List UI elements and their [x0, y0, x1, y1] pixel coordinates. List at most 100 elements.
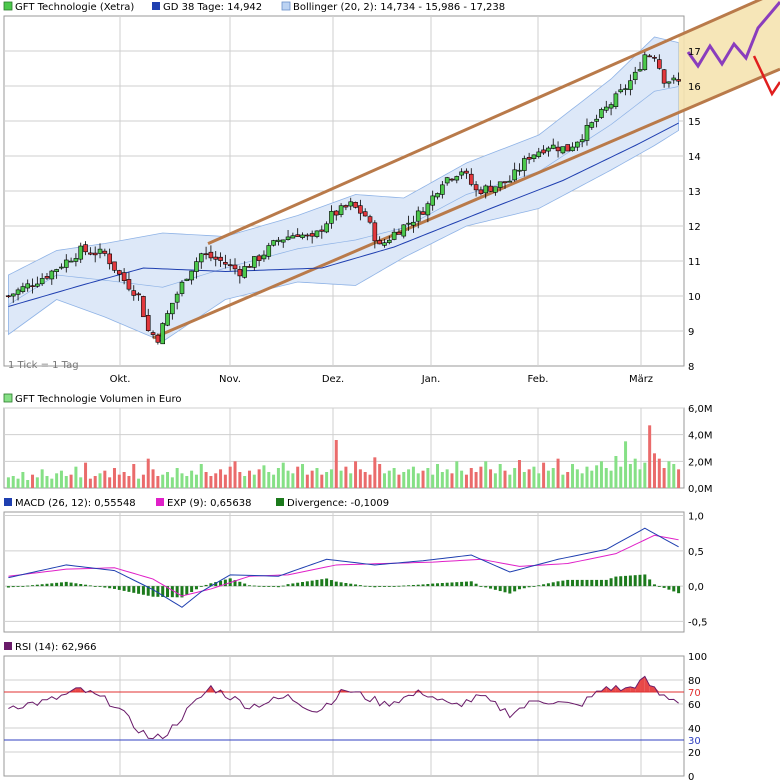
candle-body-38	[189, 270, 194, 281]
rsi-y-tick-20: 20	[688, 748, 701, 759]
volume-bar-99	[484, 461, 488, 488]
divergence-bar-17	[88, 585, 92, 587]
volume-bar-68	[334, 440, 338, 488]
volume-bar-16	[84, 462, 88, 488]
candle-body-50	[247, 266, 252, 268]
volume-bar-52	[257, 469, 261, 488]
candle-body-20	[102, 250, 108, 254]
volume-bar-44	[219, 469, 223, 488]
divergence-bar-28	[141, 586, 145, 595]
divergence-bar-27	[137, 586, 141, 594]
divergence-bar-35	[175, 586, 179, 598]
volume-bar-69	[339, 470, 343, 488]
candle-body-33	[165, 313, 170, 326]
divergence-bar-58	[286, 584, 290, 587]
candle-body-66	[324, 223, 329, 233]
rsi-y-tick-40: 40	[688, 724, 701, 735]
divergence-bar-139	[677, 586, 681, 594]
rsi-lines	[4, 675, 684, 741]
divergence-bar-102	[498, 586, 502, 592]
divergence-bar-111	[542, 584, 546, 587]
candle-body-55	[271, 240, 276, 246]
volume-bar-6	[35, 477, 39, 488]
candle-body-114	[555, 146, 561, 152]
signal-line	[8, 534, 679, 597]
volume-bar-132	[643, 462, 647, 488]
rsi-line	[8, 675, 679, 740]
volume-bar-36	[180, 473, 184, 488]
candle-body-100	[488, 185, 493, 192]
candle-body-35	[174, 293, 180, 303]
divergence-bar-0	[6, 586, 10, 588]
candle-body-53	[261, 254, 267, 260]
volume-bar-19	[98, 473, 102, 488]
candle-body-124	[603, 106, 609, 111]
candle-body-132	[642, 54, 648, 71]
volume-bar-94	[460, 470, 464, 488]
candle-body-36	[179, 281, 185, 294]
divergence-bar-108	[527, 586, 531, 588]
legend-sma: GD 38 Tage: 14,942	[163, 2, 262, 13]
volume-bar-82	[402, 472, 406, 488]
rsi-overbought-fill-131	[640, 676, 645, 692]
divergence-bar-113	[551, 582, 555, 587]
divergence-bar-91	[445, 582, 449, 587]
candle-body-108	[526, 156, 532, 160]
divergence-bar-93	[455, 582, 459, 587]
divergence-bar-10	[55, 582, 59, 587]
volume-bar-126	[614, 456, 618, 488]
divergence-bar-26	[132, 586, 136, 593]
candle-body-135	[657, 59, 662, 69]
volume-bar-111	[542, 462, 546, 488]
volume-bar-116	[566, 472, 570, 488]
volume-bar-71	[349, 473, 353, 488]
divergence-bar-16	[84, 584, 88, 587]
rsi-overbought-fill-128	[625, 686, 631, 692]
rsi-y-tick-80: 80	[688, 676, 701, 687]
volume-bar-67	[329, 469, 333, 488]
candle-body-79	[387, 239, 392, 243]
price-candles	[6, 51, 681, 345]
candle-body-5	[30, 285, 35, 288]
candle-body-6	[35, 283, 40, 287]
divergence-bar-29	[146, 586, 150, 596]
candle-body-90	[440, 184, 445, 195]
volume-bar-53	[262, 465, 266, 488]
volume-bar-72	[354, 461, 358, 488]
volume-bar-20	[103, 470, 107, 488]
candle-body-110	[536, 151, 542, 157]
candle-body-130	[632, 71, 638, 80]
divergence-bar-2	[16, 586, 20, 587]
volume-bar-110	[537, 473, 541, 488]
volume-bar-42	[209, 476, 213, 488]
volume-bar-15	[79, 477, 83, 488]
divergence-bar-33	[166, 586, 170, 598]
candle-body-32	[160, 323, 165, 345]
divergence-bar-69	[339, 582, 343, 587]
macd-lines	[8, 527, 679, 608]
candle-body-25	[126, 279, 132, 290]
candle-body-28	[141, 296, 146, 318]
candle-body-85	[415, 210, 421, 222]
volume-bar-98	[479, 466, 483, 488]
candle-body-116	[565, 144, 570, 152]
divergence-bar-6	[35, 584, 39, 587]
legend-swatch-price	[3, 1, 13, 11]
divergence-bar-70	[344, 583, 348, 587]
volume-y-axis: 0,0M 2,0M 4,0M 6,0M	[688, 404, 713, 495]
candle-body-11	[59, 266, 64, 269]
candle-body-57	[280, 239, 286, 243]
candle-body-113	[550, 144, 556, 149]
bollinger-band	[8, 36, 679, 342]
volume-bar-133	[648, 425, 652, 488]
candle-body-102	[497, 181, 503, 188]
candle-body-23	[117, 270, 122, 275]
legend-swatch-macd	[4, 498, 12, 506]
volume-bar-14	[74, 466, 78, 488]
divergence-bar-24	[122, 586, 126, 591]
divergence-bar-100	[489, 586, 493, 589]
volume-bar-125	[609, 470, 613, 488]
candle-body-42	[208, 251, 214, 259]
candle-body-52	[256, 255, 262, 261]
volume-bar-63	[310, 470, 314, 488]
